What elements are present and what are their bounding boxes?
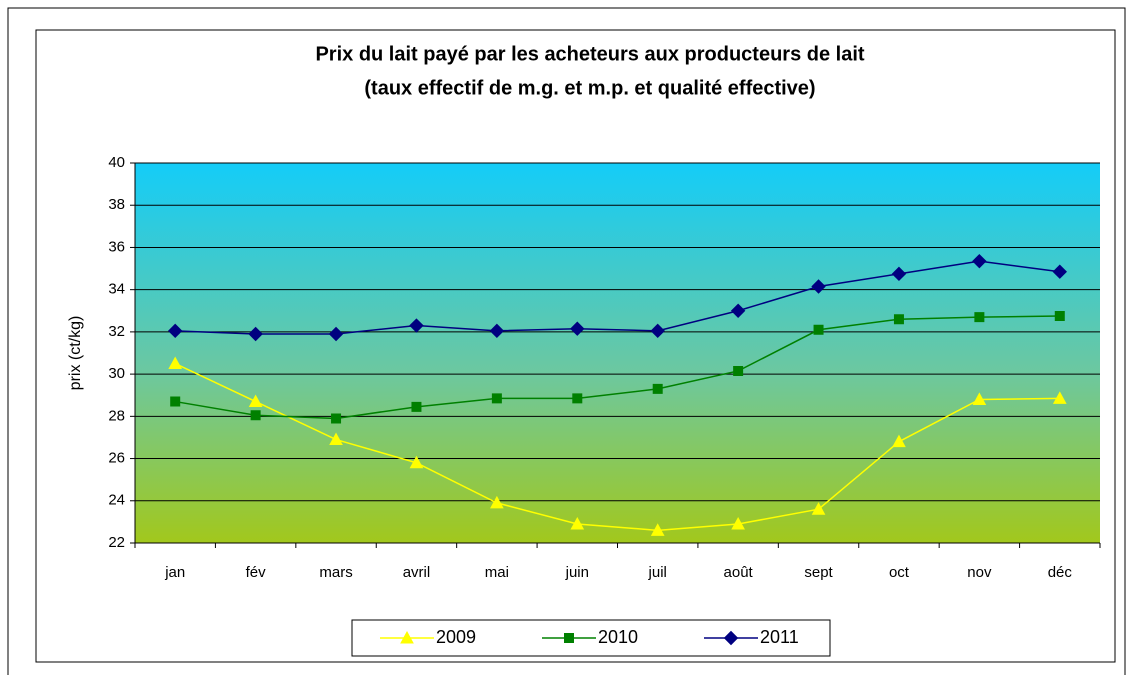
chart-title: Prix du lait payé par les acheteurs aux … bbox=[315, 43, 864, 65]
marker bbox=[972, 392, 987, 405]
marker bbox=[650, 323, 665, 339]
series-line bbox=[175, 260, 1060, 335]
marker bbox=[652, 383, 663, 394]
marker bbox=[489, 323, 505, 339]
marker bbox=[328, 326, 344, 342]
series-line bbox=[175, 315, 1060, 420]
x-tick-label: nov bbox=[967, 564, 992, 581]
x-tick-label: avril bbox=[403, 564, 431, 581]
x-tick-label: août bbox=[724, 564, 754, 581]
outer-frame bbox=[7, 7, 1126, 675]
marker bbox=[730, 303, 746, 318]
legend-marker bbox=[723, 630, 739, 646]
y-tick-label: 32 bbox=[108, 323, 125, 340]
marker bbox=[409, 455, 424, 469]
chart-title: (taux effectif de m.g. et m.p. et qualit… bbox=[364, 77, 815, 99]
x-tick-label: fév bbox=[246, 564, 267, 581]
marker bbox=[411, 401, 422, 412]
x-tick-label: déc bbox=[1048, 564, 1073, 581]
series-line bbox=[174, 362, 1060, 532]
legend-marker bbox=[564, 633, 574, 643]
y-tick-label: 38 bbox=[108, 196, 125, 213]
marker bbox=[1052, 264, 1067, 279]
marker bbox=[248, 394, 263, 408]
x-tick-label: sept bbox=[804, 564, 833, 581]
y-tick-label: 22 bbox=[108, 534, 125, 551]
marker bbox=[1052, 391, 1067, 404]
marker bbox=[491, 393, 502, 404]
marker bbox=[409, 318, 424, 333]
y-tick-label: 24 bbox=[108, 492, 125, 509]
marker bbox=[572, 393, 583, 404]
y-tick-label: 26 bbox=[108, 450, 125, 467]
marker bbox=[331, 413, 342, 424]
x-tick-label: juil bbox=[648, 564, 667, 581]
marker bbox=[248, 326, 263, 342]
marker bbox=[570, 321, 585, 336]
legend-label: 2010 bbox=[598, 627, 638, 647]
y-tick-label: 34 bbox=[108, 281, 125, 298]
y-axis-label: prix (ct/kg) bbox=[67, 316, 84, 391]
x-tick-label: mars bbox=[319, 564, 352, 581]
x-tick-label: mai bbox=[485, 564, 509, 581]
marker bbox=[811, 279, 826, 294]
marker bbox=[490, 495, 504, 509]
marker bbox=[168, 323, 183, 339]
marker bbox=[733, 365, 744, 376]
marker bbox=[891, 266, 907, 282]
marker bbox=[329, 432, 343, 446]
marker bbox=[1054, 311, 1065, 322]
y-tick-label: 28 bbox=[108, 407, 125, 424]
plot-area bbox=[135, 163, 1100, 543]
marker bbox=[168, 356, 183, 370]
y-tick-label: 36 bbox=[108, 238, 125, 255]
marker bbox=[893, 314, 904, 325]
x-tick-label: oct bbox=[889, 564, 910, 581]
marker bbox=[650, 523, 665, 536]
legend-label: 2011 bbox=[760, 627, 799, 647]
marker bbox=[892, 434, 906, 448]
y-tick-label: 40 bbox=[108, 154, 125, 171]
legend-marker bbox=[400, 630, 414, 644]
marker bbox=[813, 324, 824, 335]
marker bbox=[811, 502, 826, 515]
marker bbox=[170, 396, 181, 407]
marker bbox=[731, 516, 745, 530]
y-tick-label: 30 bbox=[108, 365, 125, 382]
x-tick-label: juin bbox=[565, 564, 589, 581]
marker bbox=[570, 516, 585, 530]
marker bbox=[974, 312, 985, 323]
marker bbox=[250, 410, 261, 421]
legend-label: 2009 bbox=[436, 627, 476, 647]
x-tick-label: jan bbox=[164, 564, 185, 581]
marker bbox=[972, 253, 987, 269]
